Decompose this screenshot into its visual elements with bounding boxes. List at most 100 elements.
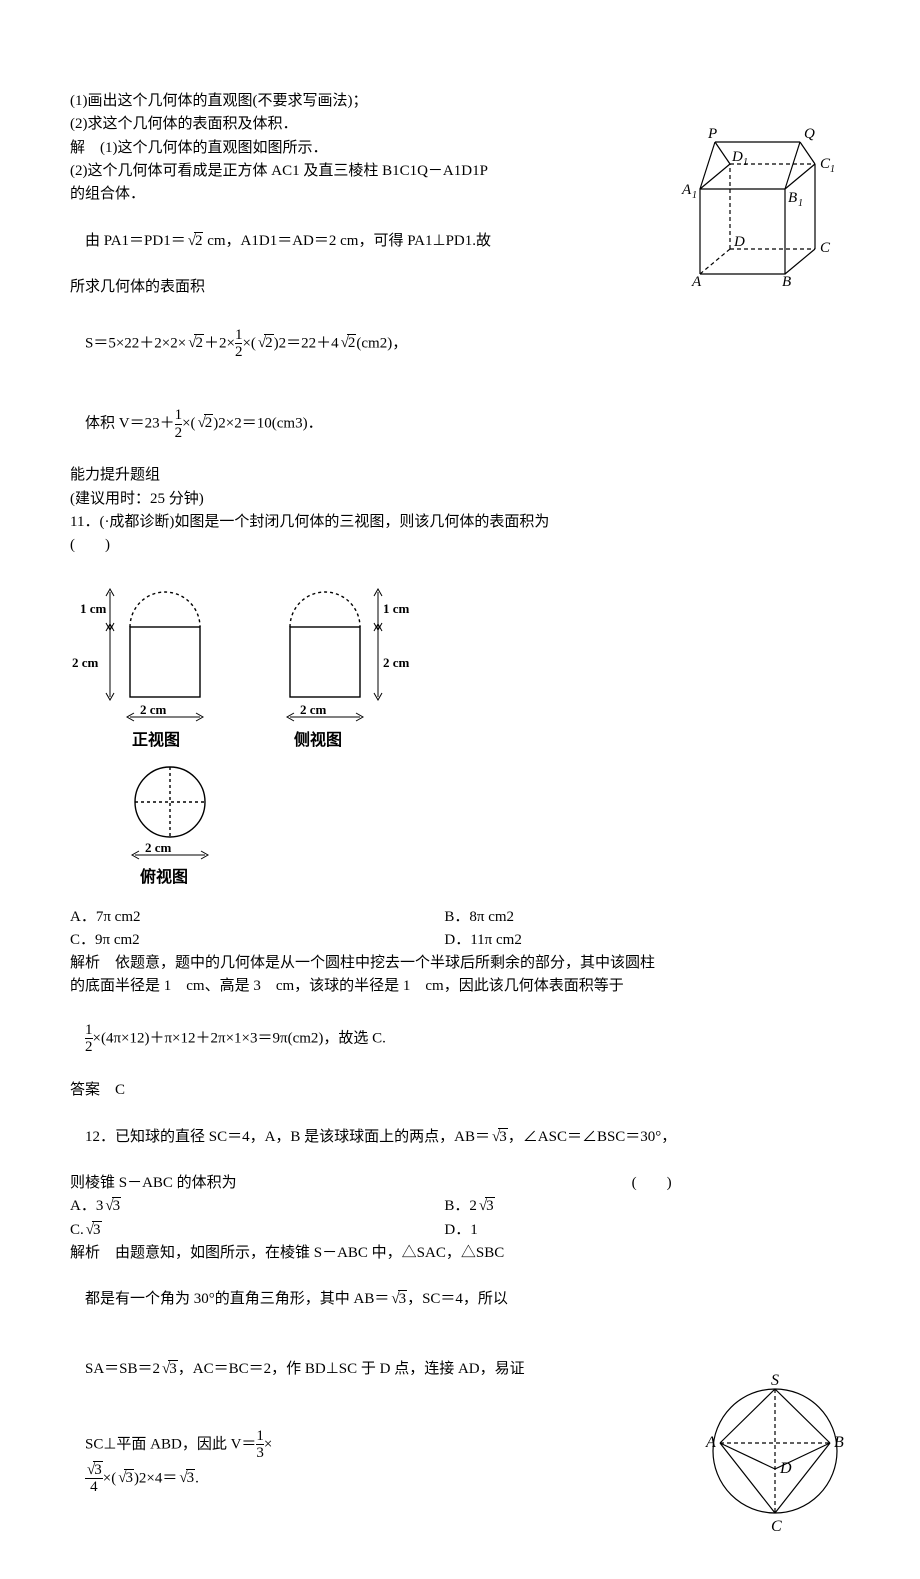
q12-exp3: SA＝SB＝2√3，AC＝BC＝2，作 BD⊥SC 于 D 点，连接 AD，易证 (70, 1335, 630, 1405)
svg-text:1: 1 (692, 190, 697, 201)
svg-text:A: A (681, 182, 692, 198)
t: S＝5×22＋2×2× (85, 335, 186, 351)
time-hint: (建议用时：25 分钟) (70, 488, 850, 511)
t: × (264, 1436, 272, 1452)
num: √3 (85, 1462, 103, 1479)
t: )2＝22＋4 (274, 335, 339, 351)
svg-text:B: B (782, 274, 791, 290)
t: ＋2× (204, 335, 235, 351)
q11-optB: B．8π cm2 (444, 906, 850, 929)
svg-text:2 cm: 2 cm (72, 655, 99, 670)
den: 4 (85, 1478, 103, 1496)
q12-stem2-row: 则棱锥 S－ABC 的体积为 ( ) (70, 1172, 850, 1195)
t: cm，A1D1＝AD＝2 cm，可得 PA1⊥PD1.故 (203, 233, 491, 249)
svg-text:侧视图: 侧视图 (294, 730, 342, 749)
sphere-figure: S A B C D (700, 1361, 850, 1549)
frac-13: 13 (256, 1428, 264, 1462)
t: SA＝SB＝2 (85, 1361, 160, 1377)
t: ×(4π×12)＋π×12＋2π×1×3＝9π(cm2)，故选 C. (93, 1030, 386, 1046)
q12-optA: A．3√3 (70, 1195, 444, 1218)
t: ，AC＝BC＝2，作 BD⊥SC 于 D 点，连接 AD，易证 (178, 1361, 525, 1377)
den: 2 (85, 1038, 93, 1056)
den: 2 (175, 424, 183, 442)
t: ，SC＝4，所以 (407, 1291, 508, 1307)
q12-options-cd: C.√3 D．1 (70, 1219, 850, 1242)
t: 12．已知球的直径 SC＝4，A，B 是该球球面上的两点，AB＝ (85, 1129, 490, 1145)
q12-optD: D．1 (444, 1219, 850, 1242)
prism-figure: P Q A1 B1 C1 D1 A B C D (670, 124, 850, 302)
sqrt3-2: √3 (389, 1288, 407, 1311)
den: 3 (256, 1444, 264, 1462)
q11-optD: D．11π cm2 (444, 929, 850, 952)
t: (cm2)， (356, 335, 407, 351)
sqrt2-1: √2 (186, 230, 204, 253)
q11-options-cd: C．9π cm2 D．11π cm2 (70, 929, 850, 952)
q12-paren: ( ) (632, 1172, 672, 1195)
q11-exp1: 解析 依题意，题中的几何体是从一个圆柱中挖去一个半球后所剩余的部分，其中该圆柱 (70, 952, 850, 975)
q-part1: (1)画出这个几何体的直观图(不要求写画法)； (70, 90, 850, 113)
t: ×( (103, 1470, 116, 1486)
svg-text:Q: Q (804, 126, 815, 142)
svg-text:B: B (834, 1434, 844, 1451)
sol-3: 由 PA1＝PD1＝√2 cm，A1D1＝AD＝2 cm，可得 PA1⊥PD1.… (70, 206, 590, 276)
surface-area-expr: S＝5×22＋2×2×√2＋2×12×(√2)2＝22＋4√2(cm2)， (70, 303, 850, 384)
t: ，∠ASC＝∠BSC＝30°， (508, 1129, 677, 1145)
svg-text:D: D (731, 149, 743, 165)
t: . (195, 1470, 199, 1486)
svg-text:P: P (707, 126, 717, 142)
svg-text:B: B (788, 190, 797, 206)
svg-text:1 cm: 1 cm (80, 601, 107, 616)
sqrt2-5: √2 (196, 412, 214, 435)
sqrt3-1: √3 (490, 1126, 508, 1149)
svg-text:C: C (771, 1518, 782, 1535)
t: B．2 (444, 1198, 477, 1214)
t: C. (70, 1222, 84, 1238)
t: 都是有一个角为 30°的直角三角形，其中 AB＝ (85, 1291, 389, 1307)
t: )2×4＝ (134, 1470, 177, 1486)
q12-stem2: 则棱锥 S－ABC 的体积为 (70, 1172, 632, 1195)
q11-ans: 答案 C (70, 1079, 850, 1102)
q12-optB: B．2√3 (444, 1195, 850, 1218)
sqrt3-c: √3 (84, 1219, 102, 1242)
sqrt2-4: √2 (339, 332, 357, 355)
svg-text:1: 1 (798, 198, 803, 209)
sqrt3-b: √3 (477, 1195, 495, 1218)
svg-text:2 cm: 2 cm (140, 702, 167, 717)
frac-r34: √34 (85, 1462, 103, 1496)
svg-text:A: A (691, 274, 702, 290)
volume-expr: 体积 V＝23＋12×(√2)2×2＝10(cm3)． (70, 384, 850, 465)
t: ×( (182, 415, 195, 431)
q11-paren: ( ) (70, 534, 850, 557)
svg-text:1 cm: 1 cm (383, 601, 410, 616)
q11-optC: C．9π cm2 (70, 929, 444, 952)
num: 1 (256, 1428, 264, 1445)
half-2: 12 (175, 407, 183, 441)
sol-2a: (2)这个几何体可看成是正方体 AC1 及直三棱柱 B1C1Q－A1D1P (70, 160, 580, 183)
q11-exp3: 12×(4π×12)＋π×12＋2π×1×3＝9π(cm2)，故选 C. (70, 999, 850, 1080)
svg-text:1: 1 (830, 164, 835, 175)
svg-text:1: 1 (743, 157, 748, 168)
t: )2×2＝10(cm3)． (213, 415, 322, 431)
svg-text:S: S (771, 1372, 779, 1389)
q12-exp2: 都是有一个角为 30°的直角三角形，其中 AB＝√3，SC＝4，所以 (70, 1265, 630, 1335)
svg-text:D: D (779, 1460, 792, 1477)
svg-text:D: D (733, 234, 745, 250)
svg-text:2 cm: 2 cm (383, 655, 410, 670)
q12-options-ab: A．3√3 B．2√3 (70, 1195, 850, 1218)
group-title: 能力提升题组 (70, 464, 850, 487)
q12-stem1: 12．已知球的直径 SC＝4，A，B 是该球球面上的两点，AB＝√3，∠ASC＝… (70, 1102, 850, 1172)
sqrt3-a: √3 (103, 1195, 121, 1218)
sqrt3-3: √3 (160, 1358, 178, 1381)
svg-text:正视图: 正视图 (132, 730, 180, 749)
prism-svg: P Q A1 B1 C1 D1 A B C D (670, 124, 850, 294)
sqrt3-n: √3 (85, 1462, 103, 1479)
num: 1 (85, 1022, 93, 1039)
q11-exp2: 的底面半径是 1 cm、高是 3 cm，该球的半径是 1 cm，因此该几何体表面… (70, 975, 850, 998)
half-3: 12 (85, 1022, 93, 1056)
svg-text:A: A (705, 1434, 716, 1451)
svg-text:2 cm: 2 cm (300, 702, 327, 717)
t: A．3 (70, 1198, 103, 1214)
t: ×( (242, 335, 255, 351)
sqrt2-3: √2 (256, 332, 274, 355)
svg-text:2 cm: 2 cm (145, 840, 172, 855)
